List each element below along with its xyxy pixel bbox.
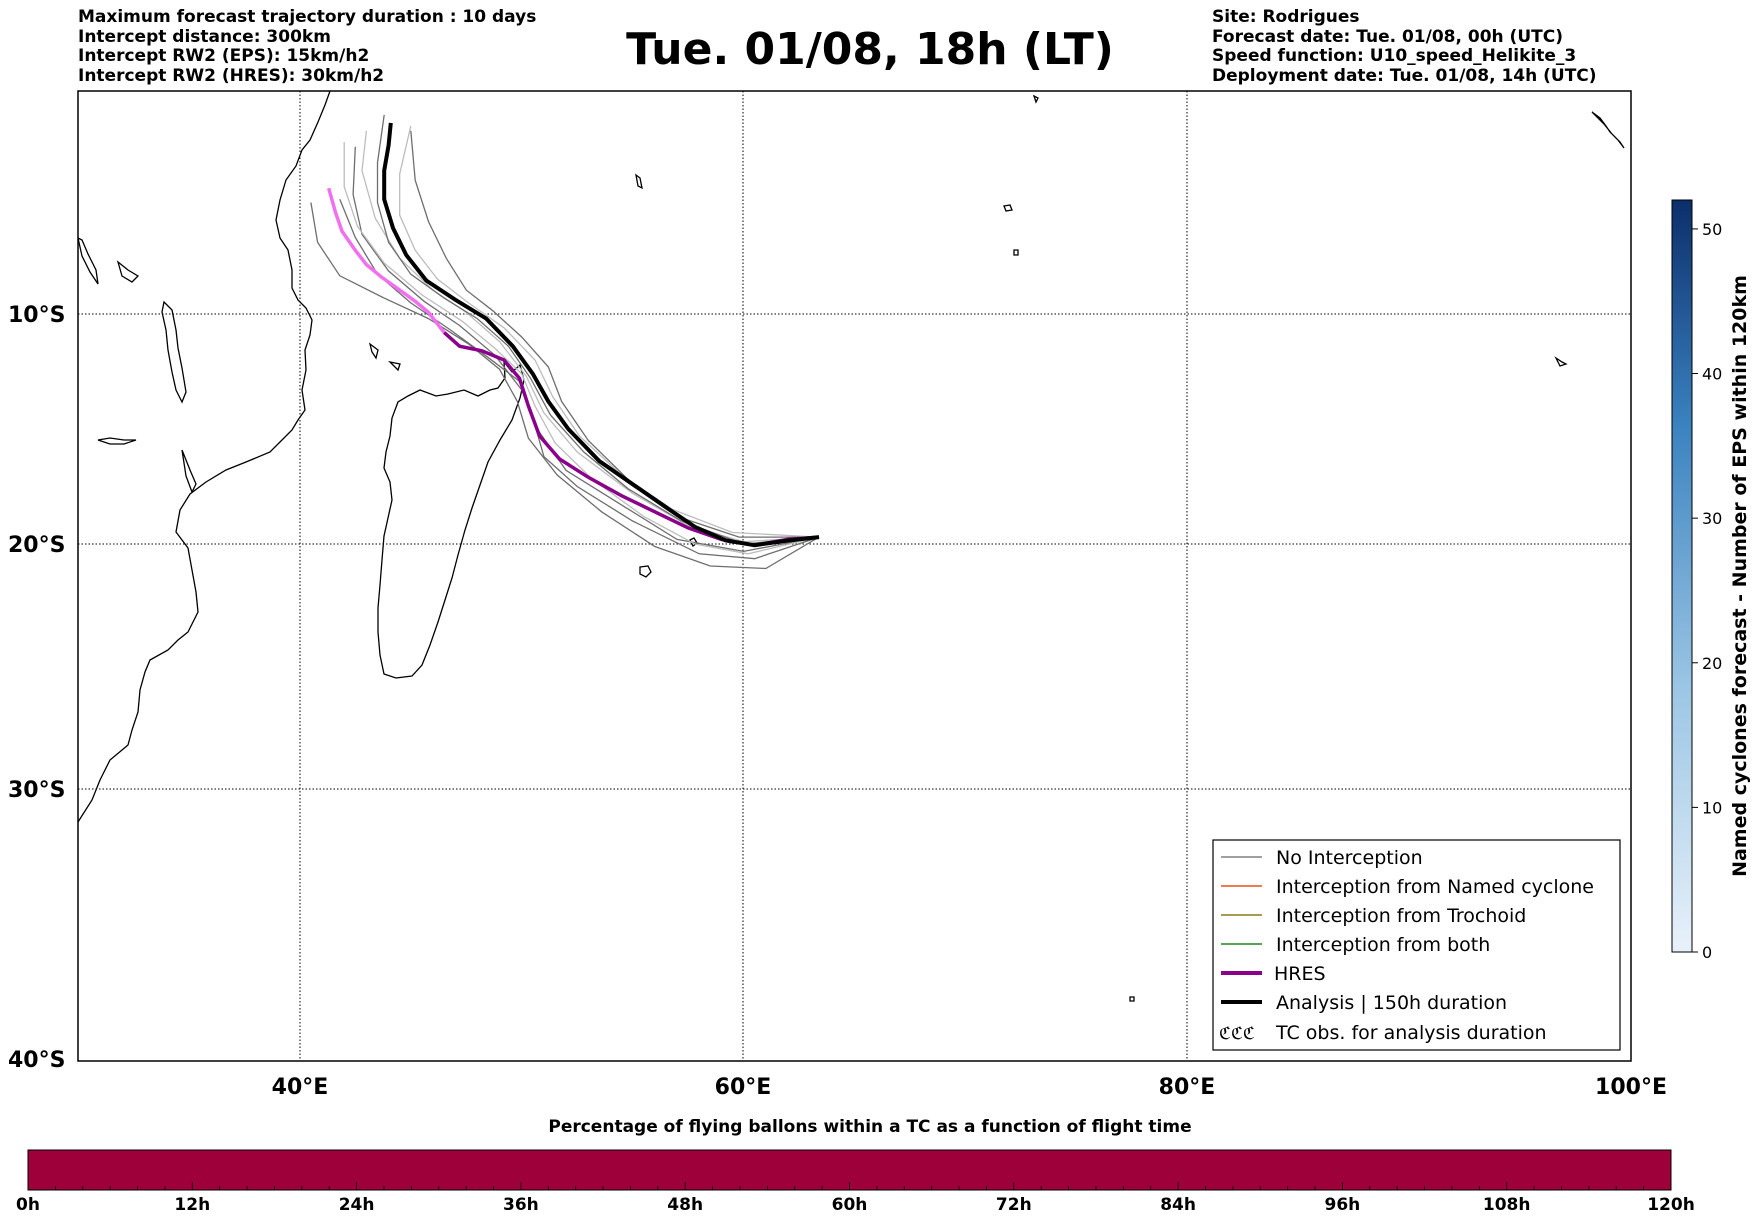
header-line: Speed function: U10_speed_Helikite_3: [1212, 46, 1577, 66]
legend: No Interception Interception from Named …: [1212, 839, 1621, 1051]
hres-trajectory-late: [327, 187, 446, 334]
header-line: Forecast date: Tue. 01/08, 00h (UTC): [1212, 26, 1563, 47]
header-line: Intercept RW2 (EPS): 15km/h2: [78, 46, 370, 66]
header-left: Maximum forecast trajectory duration : 1…: [78, 7, 537, 86]
time-tick-label: 48h: [667, 1195, 704, 1215]
legend-label: HRES: [1274, 963, 1326, 985]
trajectory-layer: [310, 114, 820, 570]
eps-trajectory: [376, 114, 820, 545]
legend-label: Interception from Trochoid: [1276, 905, 1526, 927]
colorbar-tick-label: 0: [1702, 943, 1712, 962]
map-frame: [77, 90, 1632, 1062]
time-tick-label: 36h: [503, 1195, 539, 1215]
header-right: Site: Rodrigues Forecast date: Tue. 01/0…: [1212, 7, 1597, 86]
colorbar-tick-label: 40: [1702, 365, 1722, 384]
time-tick-label: 0h: [16, 1195, 40, 1215]
header-line: Intercept distance: 300km: [78, 26, 331, 47]
coastline: [78, 91, 1625, 1002]
time-tick-label: 84h: [1160, 1195, 1196, 1215]
legend-label: Interception from both: [1276, 934, 1490, 956]
header-line: Intercept RW2 (HRES): 30km/h2: [78, 65, 385, 86]
colorbar-tick-label: 20: [1702, 654, 1722, 673]
bottom-colorbar-title: Percentage of flying ballons within a TC…: [548, 1117, 1192, 1137]
tc-obs-symbol: ℭℭℭ: [1219, 1024, 1255, 1044]
legend-box: [1212, 839, 1621, 1051]
eps-trajectory: [361, 130, 820, 543]
lat-tick-label: 10°S: [8, 303, 65, 328]
time-tick-label: 108h: [1482, 1195, 1531, 1215]
time-tick-label: 96h: [1324, 1195, 1361, 1215]
colorbar-right-label: Named cyclones forecast - Number of EPS …: [1729, 275, 1751, 877]
header-line: Deployment date: Tue. 01/08, 14h (UTC): [1212, 65, 1597, 86]
header-line: Site: Rodrigues: [1212, 7, 1360, 27]
colorbar-tick-label: 50: [1702, 220, 1722, 239]
legend-label: Interception from Named cyclone: [1276, 876, 1594, 898]
colorbar-right-fill: [1671, 199, 1693, 953]
colorbar-right: 0 10 20 30 40 50 Named cyclones forecast - Nu…: [1671, 199, 1751, 962]
page-title: Tue. 01/08, 18h (LT): [626, 24, 1114, 75]
colorbar-bottom: [27, 1149, 1672, 1191]
lat-tick-label: 20°S: [8, 533, 65, 558]
header-line: Maximum forecast trajectory duration : 1…: [78, 7, 537, 27]
analysis-trajectory: [382, 122, 820, 548]
eps-trajectory: [310, 202, 820, 570]
time-tick-label: 60h: [831, 1195, 868, 1215]
lon-tick-label: 80°E: [1159, 1075, 1216, 1100]
legend-label: Analysis | 150h duration: [1276, 992, 1507, 1014]
lon-tick-label: 60°E: [715, 1075, 772, 1100]
eps-trajectory: [343, 142, 820, 555]
colorbar-tick-label: 10: [1702, 798, 1722, 817]
grid-lines: [78, 91, 1631, 1061]
lat-tick-label: 30°S: [8, 778, 65, 803]
lat-tick-label: 40°S: [8, 1048, 65, 1073]
lon-tick-label: 100°E: [1595, 1075, 1667, 1100]
time-tick-label: 24h: [338, 1195, 375, 1215]
legend-label: TC obs. for analysis duration: [1275, 1022, 1547, 1044]
time-tick-label: 120h: [1647, 1195, 1695, 1215]
time-tick-label: 72h: [995, 1195, 1032, 1215]
legend-label: No Interception: [1276, 847, 1423, 869]
time-tick-label: 12h: [174, 1195, 211, 1215]
colorbar-tick-label: 30: [1702, 509, 1722, 528]
lon-tick-label: 40°E: [272, 1075, 329, 1100]
